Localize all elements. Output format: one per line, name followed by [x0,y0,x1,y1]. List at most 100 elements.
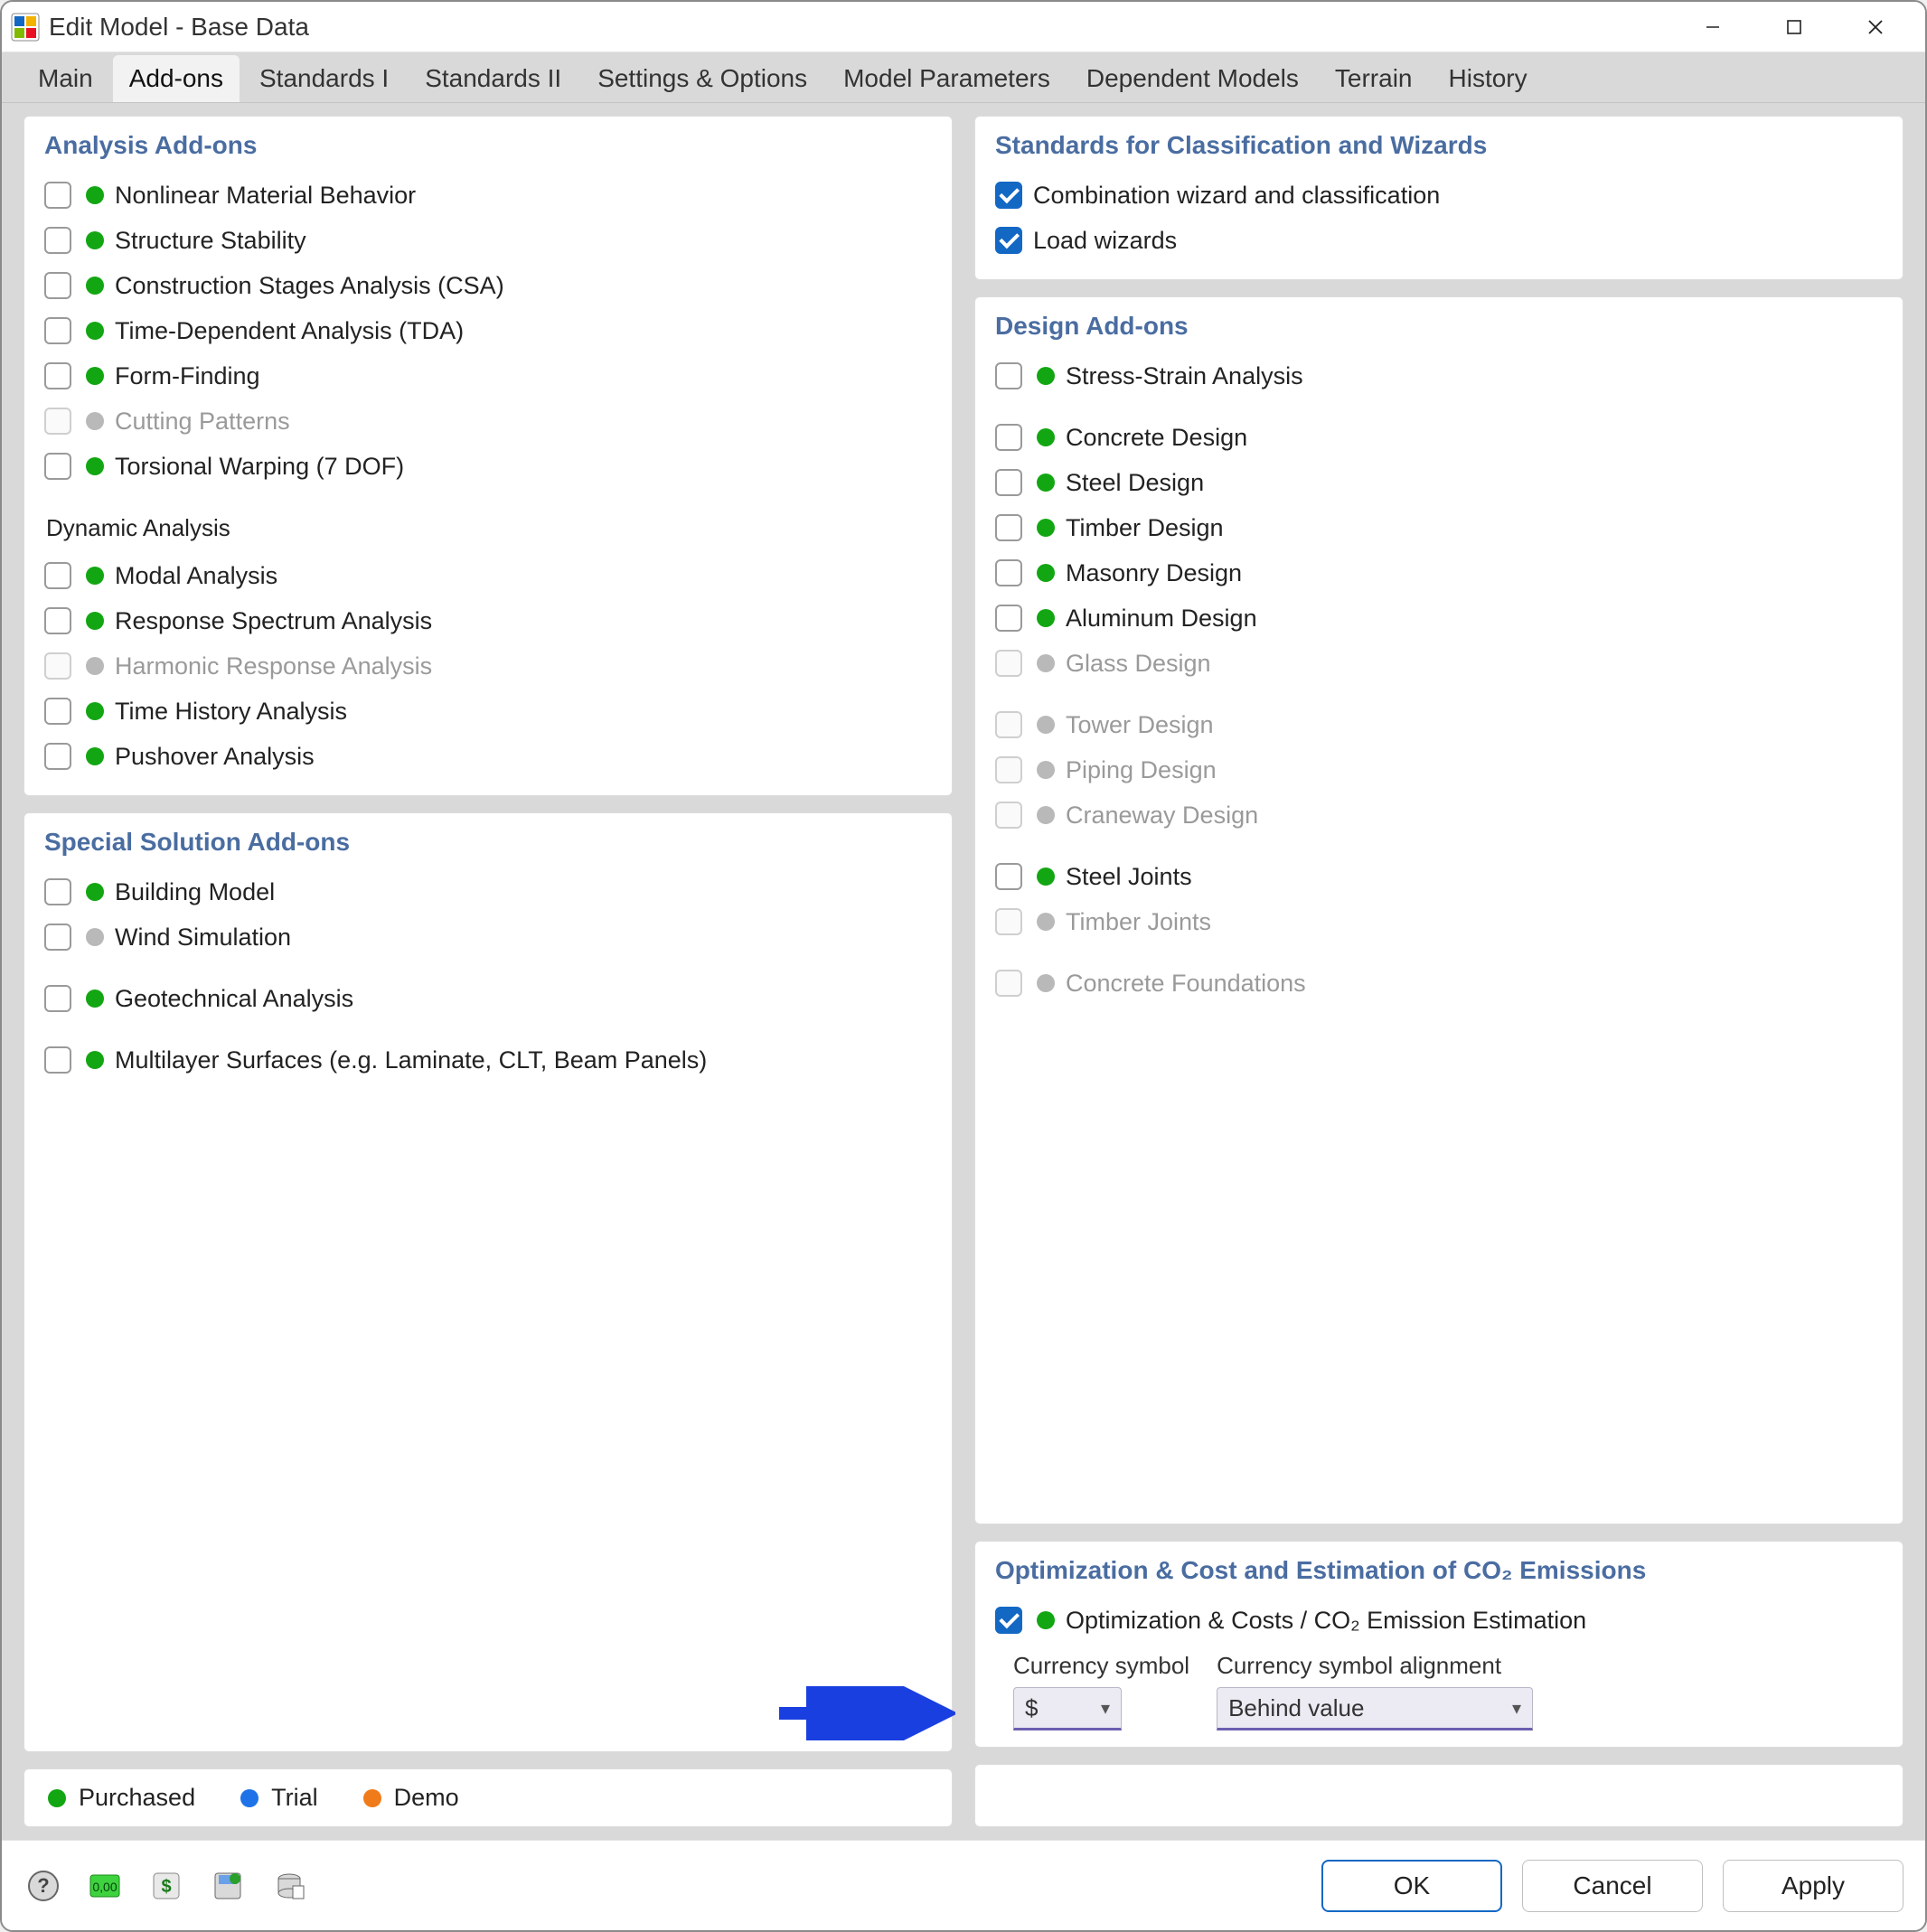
legend-dot-trial [240,1789,258,1807]
lbl-structure-stability: Structure Stability [115,227,306,255]
field-currency-alignment: Currency symbol alignment Behind value ▾ [1217,1652,1533,1730]
panel-title-optimization: Optimization & Cost and Estimation of CO… [995,1556,1883,1585]
chk-glass-design [995,650,1022,677]
lbl-time-history: Time History Analysis [115,698,347,726]
lbl-harmonic-response: Harmonic Response Analysis [115,652,432,680]
chk-masonry-design[interactable] [995,559,1022,586]
chk-steel-joints[interactable] [995,863,1022,890]
tab-standards-i[interactable]: Standards I [243,55,405,102]
status-dot [86,186,104,204]
tabs-row: Main Add-ons Standards I Standards II Se… [2,52,1925,103]
lbl-masonry-design: Masonry Design [1066,559,1242,587]
panel-legend: Purchased Trial Demo [24,1768,953,1827]
status-dot [1037,474,1055,492]
chk-load-wizards[interactable] [995,227,1022,254]
chk-pushover[interactable] [44,743,71,770]
load-default-icon[interactable] [269,1866,309,1906]
panel-title-standards: Standards for Classification and Wizards [995,131,1883,160]
chk-nonlinear-material[interactable] [44,182,71,209]
chk-csa[interactable] [44,272,71,299]
panel-title-special: Special Solution Add-ons [44,828,932,857]
lbl-tower-design: Tower Design [1066,711,1214,739]
panel-optimization-cost: Optimization & Cost and Estimation of CO… [974,1541,1904,1748]
lbl-csa: Construction Stages Analysis (CSA) [115,272,504,300]
chk-multilayer-surfaces[interactable] [44,1046,71,1074]
lbl-piping-design: Piping Design [1066,756,1217,784]
save-default-icon[interactable] [208,1866,248,1906]
tab-terrain[interactable]: Terrain [1319,55,1429,102]
lbl-nonlinear-material: Nonlinear Material Behavior [115,182,416,210]
chk-response-spectrum[interactable] [44,607,71,634]
chk-combination-wizard[interactable] [995,182,1022,209]
chk-building-model[interactable] [44,878,71,905]
cancel-button[interactable]: Cancel [1522,1860,1703,1912]
chk-aluminum-design[interactable] [995,605,1022,632]
lbl-building-model: Building Model [115,878,275,906]
ok-button[interactable]: OK [1321,1860,1502,1912]
help-icon[interactable]: ? [24,1866,63,1906]
tab-dependent-models[interactable]: Dependent Models [1070,55,1315,102]
chk-form-finding[interactable] [44,362,71,389]
title-bar: Edit Model - Base Data [2,2,1925,52]
legend-dot-demo [363,1789,381,1807]
status-dot [86,702,104,720]
lbl-aluminum-design: Aluminum Design [1066,605,1257,633]
lbl-load-wizards: Load wizards [1033,227,1177,255]
chk-time-history[interactable] [44,698,71,725]
status-dot [86,747,104,765]
minimize-button[interactable] [1672,2,1753,52]
chk-structure-stability[interactable] [44,227,71,254]
apply-button[interactable]: Apply [1723,1860,1904,1912]
svg-text:0,00: 0,00 [92,1880,117,1894]
status-dot [1037,868,1055,886]
lbl-wind-simulation: Wind Simulation [115,924,291,952]
chk-geotechnical[interactable] [44,985,71,1012]
lbl-pushover: Pushover Analysis [115,743,315,771]
lbl-concrete-design: Concrete Design [1066,424,1247,452]
status-dot [86,989,104,1008]
tab-model-parameters[interactable]: Model Parameters [827,55,1067,102]
tab-standards-ii[interactable]: Standards II [409,55,578,102]
app-icon [11,13,40,42]
chk-stress-strain[interactable] [995,362,1022,389]
units-icon[interactable]: 0,00 [85,1866,125,1906]
tab-settings-options[interactable]: Settings & Options [581,55,823,102]
status-dot [86,412,104,430]
tab-main[interactable]: Main [22,55,109,102]
chk-tda[interactable] [44,317,71,344]
chk-torsional-warping[interactable] [44,453,71,480]
select-currency-value: $ [1025,1694,1038,1722]
panel-standards-wizards: Standards for Classification and Wizards… [974,116,1904,280]
chk-timber-design[interactable] [995,514,1022,541]
close-button[interactable] [1835,2,1916,52]
lbl-timber-joints: Timber Joints [1066,908,1211,936]
legend-trial: Trial [271,1784,318,1812]
maximize-button[interactable] [1753,2,1835,52]
chk-modal-analysis[interactable] [44,562,71,589]
select-currency-alignment[interactable]: Behind value ▾ [1217,1687,1533,1730]
legend-purchased: Purchased [79,1784,195,1812]
status-dot [1037,913,1055,931]
lbl-currency-symbol: Currency symbol [1013,1652,1189,1680]
status-dot [1037,716,1055,734]
panel-special-solution: Special Solution Add-ons Building Model … [24,812,953,1752]
chk-timber-joints [995,908,1022,935]
status-dot [1037,1611,1055,1629]
chk-steel-design[interactable] [995,469,1022,496]
select-currency-symbol[interactable]: $ ▾ [1013,1687,1122,1730]
tab-addons[interactable]: Add-ons [113,55,240,102]
status-dot [1037,428,1055,446]
currency-icon[interactable]: $ [146,1866,186,1906]
status-dot [1037,974,1055,992]
chk-optimization-costs[interactable] [995,1607,1022,1634]
status-dot [86,457,104,475]
lbl-form-finding: Form-Finding [115,362,260,390]
tab-history[interactable]: History [1433,55,1544,102]
lbl-concrete-foundations: Concrete Foundations [1066,970,1306,998]
lbl-geotechnical: Geotechnical Analysis [115,985,353,1013]
right-column: Standards for Classification and Wizards… [974,116,1904,1827]
chk-wind-simulation[interactable] [44,924,71,951]
chk-concrete-design[interactable] [995,424,1022,451]
lbl-timber-design: Timber Design [1066,514,1224,542]
panel-design-addons: Design Add-ons Stress-Strain Analysis Co… [974,296,1904,1524]
